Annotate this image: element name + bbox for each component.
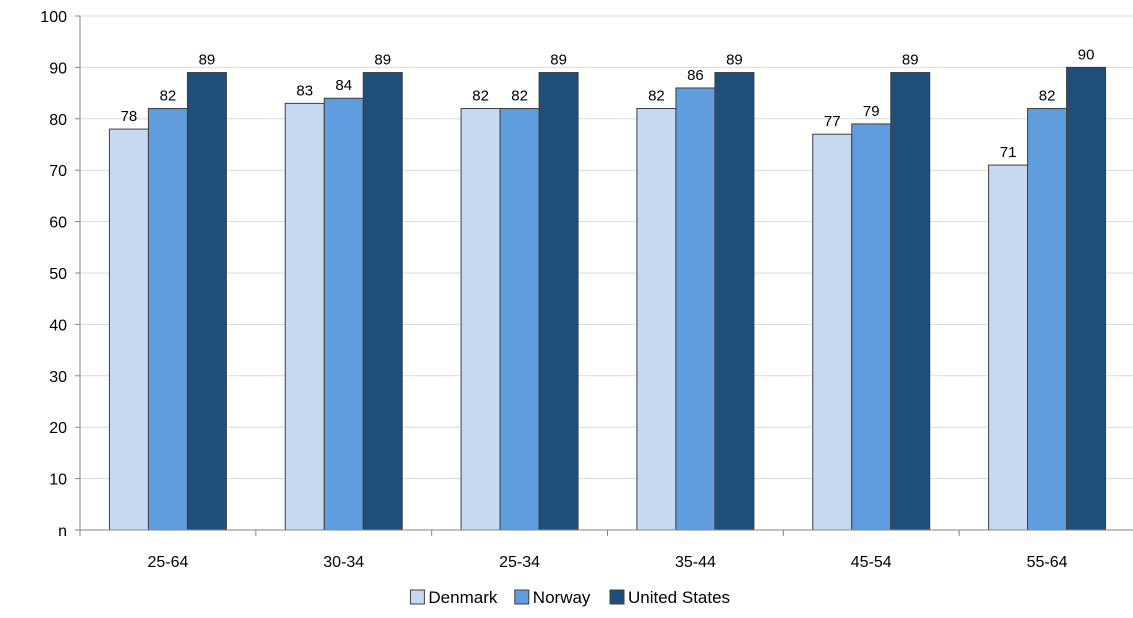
bar-united-states-45-54 bbox=[890, 72, 931, 531]
y-tick-label: n bbox=[58, 523, 67, 540]
bar-united-states-25-34 bbox=[538, 72, 579, 531]
data-label: 86 bbox=[687, 67, 704, 84]
y-tick-label: 60 bbox=[49, 215, 67, 232]
data-label: 84 bbox=[335, 77, 352, 94]
data-label: 82 bbox=[1039, 88, 1056, 105]
y-tick-label: 20 bbox=[49, 420, 67, 437]
bar-denmark-30-34 bbox=[284, 102, 325, 531]
bar-norway-35-44 bbox=[675, 87, 716, 531]
bar-denmark-45-54 bbox=[812, 133, 853, 531]
x-tick-label: 45-54 bbox=[851, 554, 892, 571]
legend: Denmark Norway United States bbox=[409, 588, 730, 607]
y-tick-label: 90 bbox=[49, 60, 67, 77]
data-labels: 78 82 89 83 84 89 82 82 89 82 86 89 77 79 89 71 82 90 bbox=[121, 46, 1095, 161]
bar-denmark-25-34 bbox=[460, 108, 501, 531]
x-tick-label: 25-34 bbox=[499, 554, 540, 571]
data-label: 89 bbox=[550, 52, 567, 69]
bar-denmark-55-64 bbox=[988, 164, 1029, 531]
y-tick-label: 80 bbox=[49, 112, 67, 129]
data-label: 89 bbox=[902, 52, 919, 69]
data-label: 89 bbox=[199, 52, 216, 69]
data-label: 82 bbox=[160, 88, 177, 105]
x-tick-label: 55-64 bbox=[1027, 554, 1068, 571]
data-label: 89 bbox=[374, 52, 391, 69]
y-tick-label: 50 bbox=[49, 266, 67, 283]
bar-norway-25-34 bbox=[499, 108, 540, 531]
bars bbox=[108, 66, 1107, 531]
bar-denmark-35-44 bbox=[636, 108, 677, 531]
data-label: 89 bbox=[726, 52, 743, 69]
legend-swatch-united-states bbox=[609, 589, 625, 605]
legend-label: United States bbox=[628, 588, 730, 607]
data-label: 71 bbox=[1000, 144, 1017, 161]
y-tick-label: 70 bbox=[49, 163, 67, 180]
data-label: 90 bbox=[1078, 46, 1095, 63]
bar-united-states-35-44 bbox=[714, 72, 755, 531]
bar-united-states-30-34 bbox=[362, 72, 403, 531]
bar-norway-45-54 bbox=[851, 123, 892, 531]
bar-united-states-55-64 bbox=[1066, 66, 1107, 531]
bar-united-states-25-64 bbox=[186, 72, 227, 531]
bar-denmark-25-64 bbox=[108, 128, 149, 531]
bar-norway-55-64 bbox=[1027, 108, 1068, 531]
gridlines bbox=[80, 15, 1133, 480]
bar-norway-30-34 bbox=[323, 97, 364, 531]
data-label: 83 bbox=[296, 82, 313, 99]
x-tick-label: 25-64 bbox=[147, 554, 188, 571]
y-tick-label: 10 bbox=[49, 472, 67, 489]
data-label: 82 bbox=[511, 88, 528, 105]
axes: n 10 20 30 40 50 60 70 80 90 100 25-64 30-34 25-34 35-… bbox=[40, 9, 1133, 571]
data-label: 78 bbox=[121, 108, 138, 125]
legend-label: Norway bbox=[533, 588, 591, 607]
data-label: 77 bbox=[824, 113, 841, 130]
data-label: 82 bbox=[648, 88, 665, 105]
legend-swatch-norway bbox=[514, 589, 530, 605]
x-tick-label: 30-34 bbox=[323, 554, 364, 571]
legend-label: Denmark bbox=[428, 588, 497, 607]
y-tick-label: 100 bbox=[40, 9, 67, 26]
data-label: 82 bbox=[472, 88, 489, 105]
bar-norway-25-64 bbox=[147, 108, 188, 531]
y-tick-label: 40 bbox=[49, 317, 67, 334]
data-label: 79 bbox=[863, 103, 880, 120]
x-tick-label: 35-44 bbox=[675, 554, 716, 571]
legend-swatch-denmark bbox=[409, 589, 425, 605]
y-tick-label: 30 bbox=[49, 369, 67, 386]
